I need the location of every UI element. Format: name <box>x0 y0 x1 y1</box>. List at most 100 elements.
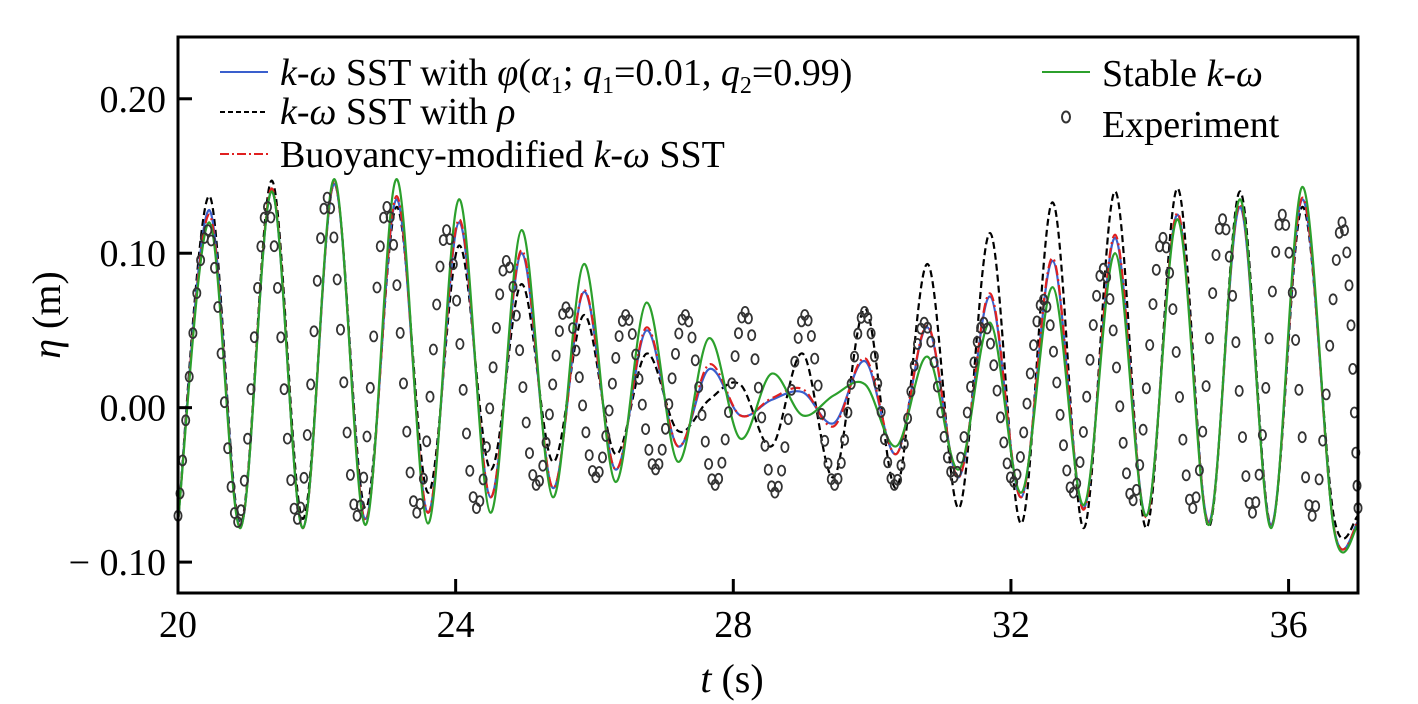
experiment-marker <box>624 314 634 326</box>
experiment-marker <box>657 443 667 456</box>
experiment-marker <box>1072 477 1082 490</box>
experiment-marker <box>724 406 734 419</box>
experiment-marker <box>206 234 216 247</box>
experiment-marker <box>329 231 339 244</box>
experiment-marker <box>893 473 903 486</box>
experiment-marker <box>760 439 770 452</box>
experiment-marker <box>654 458 664 471</box>
experiment-marker <box>1012 468 1022 481</box>
experiment-marker <box>803 314 813 327</box>
experiment-marker <box>299 471 309 484</box>
experiment-marker <box>936 406 946 419</box>
experiment-marker <box>1198 425 1208 438</box>
experiment-marker <box>309 325 319 338</box>
experiment-marker <box>607 377 617 390</box>
experiment-marker <box>644 443 654 456</box>
experiment-marker <box>511 309 521 322</box>
experiment-marker <box>581 426 591 439</box>
experiment-marker <box>1118 436 1128 449</box>
experiment-marker <box>256 240 266 253</box>
experiment-marker <box>1105 293 1115 305</box>
experiment-marker <box>873 377 883 390</box>
experiment-marker <box>996 411 1006 424</box>
experiment-marker <box>495 288 505 301</box>
experiment-marker <box>598 451 608 464</box>
experiment-marker <box>664 398 674 411</box>
plot-area <box>173 177 1363 554</box>
experiment-marker <box>515 344 525 357</box>
experiment-marker <box>422 435 432 448</box>
experiment-marker <box>262 200 272 213</box>
experiment-marker <box>1342 246 1352 259</box>
experiment-marker <box>1321 388 1331 401</box>
experiment-marker <box>923 321 933 334</box>
experiment-marker <box>372 281 382 294</box>
experiment-marker <box>753 381 763 394</box>
experiment-marker <box>322 191 332 204</box>
experiment-marker <box>1025 367 1035 380</box>
experiment-marker <box>335 323 345 336</box>
experiment-marker <box>1254 468 1264 481</box>
experiment-marker <box>448 258 458 271</box>
experiment-marker <box>355 499 365 512</box>
experiment-marker <box>594 466 604 478</box>
experiment-marker <box>1078 426 1088 438</box>
experiment-marker <box>1019 426 1029 439</box>
experiment-marker <box>982 322 992 335</box>
experiment-marker <box>720 433 730 446</box>
experiment-marker <box>276 331 286 344</box>
experiment-marker <box>1062 464 1072 477</box>
experiment-marker <box>478 473 488 486</box>
experiment-marker <box>734 327 744 340</box>
experiment-marker <box>326 202 336 215</box>
x-tick-label: 36 <box>1270 604 1308 646</box>
experiment-marker <box>939 430 949 443</box>
experiment-marker <box>1049 345 1059 358</box>
experiment-marker <box>181 414 191 427</box>
experiment-marker <box>535 474 545 487</box>
experiment-marker <box>684 315 694 328</box>
experiment-marker <box>369 330 379 343</box>
experiment-marker <box>833 472 843 485</box>
experiment-marker <box>1344 279 1354 292</box>
experiment-marker <box>634 372 644 385</box>
experiment-marker <box>481 441 491 454</box>
experiment-marker <box>505 261 515 274</box>
experiment-marker <box>1346 319 1356 332</box>
experiment-marker <box>1194 464 1204 477</box>
experiment-marker <box>1224 250 1234 263</box>
experiment-marker <box>213 301 223 313</box>
experiment-marker <box>942 451 952 464</box>
experiment-marker <box>667 372 677 385</box>
experiment-marker <box>1085 353 1095 366</box>
experiment-marker <box>219 396 229 409</box>
experiment-marker <box>465 464 475 477</box>
experiment-marker <box>1221 223 1231 236</box>
experiment-marker <box>525 447 535 460</box>
experiment-marker <box>296 501 306 514</box>
experiment-marker <box>1331 254 1341 266</box>
experiment-marker <box>637 398 647 411</box>
experiment-marker <box>1022 397 1032 410</box>
experiment-marker <box>548 378 558 391</box>
experiment-marker <box>806 330 816 342</box>
experiment-marker <box>584 449 594 462</box>
experiment-marker <box>203 224 213 237</box>
experiment-marker <box>345 468 355 481</box>
experiment-marker <box>175 487 185 500</box>
experiment-marker <box>1257 429 1267 441</box>
experiment-marker <box>432 298 442 311</box>
experiment-marker <box>1241 470 1251 483</box>
experiment-marker <box>869 350 879 363</box>
experiment-marker <box>843 406 853 419</box>
experiment-marker <box>641 423 651 436</box>
experiment-marker <box>1307 509 1317 522</box>
experiment-marker <box>233 516 243 528</box>
plot-frame <box>176 35 1360 595</box>
experiment-marker <box>952 465 962 478</box>
experiment-marker <box>1165 266 1175 279</box>
experiment-marker <box>810 352 820 365</box>
experiment-marker <box>1082 390 1092 403</box>
experiment-marker <box>405 466 415 479</box>
experiment-marker <box>631 348 641 361</box>
